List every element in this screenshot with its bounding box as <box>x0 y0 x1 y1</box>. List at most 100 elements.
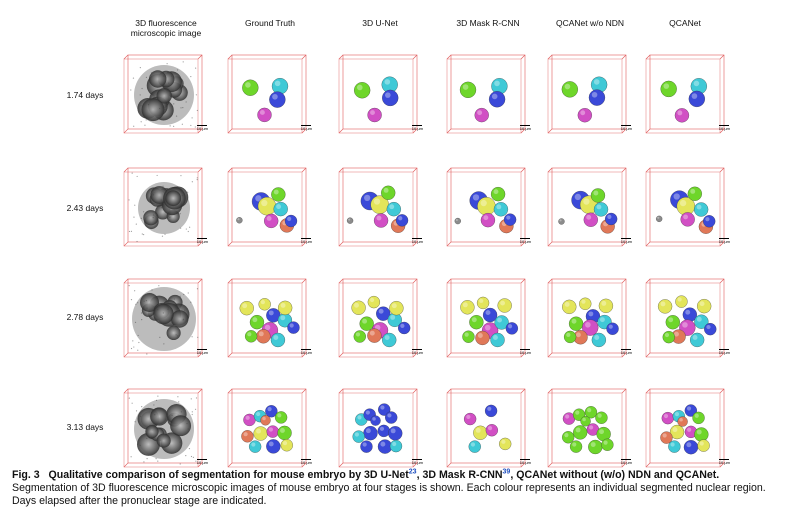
nucleus-yellow <box>477 297 489 309</box>
scale-bar: 10 µm <box>412 125 423 131</box>
nucleus-gray <box>455 218 461 224</box>
column-header-4: QCANet w/o NDN <box>535 18 645 28</box>
scale-bar: 10 µm <box>301 459 312 465</box>
nucleus-yellow <box>675 296 687 308</box>
nucleus-blue <box>287 322 299 334</box>
nucleus-yellow <box>698 440 710 452</box>
nucleus-green <box>581 416 591 426</box>
nucleus-blue <box>605 213 617 225</box>
nucleus-cyan <box>271 333 285 347</box>
nucleus-blue <box>371 416 381 426</box>
panel-r3-c0: 10 µm <box>116 381 214 473</box>
nucleus-green <box>462 331 474 343</box>
panel-r1-c2: 10 µm <box>331 160 429 252</box>
nucleus-cyan <box>594 202 608 216</box>
caption-title-3: , QCANet without (w/o) NDN and QCANet. <box>510 469 719 481</box>
nucleus-cyan <box>592 333 606 347</box>
panel-r2-c5: 10 µm <box>638 271 736 363</box>
nucleus-magenta <box>257 108 271 122</box>
nucleus-yellow <box>368 296 380 308</box>
nucleus-orange <box>241 430 253 442</box>
nucleus-magenta <box>374 214 388 228</box>
nucleus-cyan <box>272 78 288 94</box>
nucleus-orange <box>367 329 381 343</box>
nucleus-green <box>242 80 258 96</box>
nucleus-green <box>570 441 582 453</box>
nucleus-blue <box>607 323 619 335</box>
nucleus-yellow <box>240 301 254 315</box>
nucleus-green <box>469 315 483 329</box>
nucleus-blue <box>396 214 408 226</box>
nucleus-magenta <box>475 108 489 122</box>
nucleus-yellow <box>278 301 292 315</box>
panel-r1-c0: 10 µm <box>116 160 214 252</box>
nucleus-cyan <box>694 202 708 216</box>
nucleus-green <box>354 82 370 98</box>
nucleus-green <box>562 81 578 97</box>
nucleus-yellow <box>259 298 271 310</box>
nucleus-magenta <box>662 412 674 424</box>
nucleus-blue <box>689 91 705 107</box>
panel-r3-c4: 10 µm <box>540 381 638 473</box>
nucleus-green <box>591 188 605 202</box>
scale-bar: 10 µm <box>301 349 312 355</box>
panel-r2-c2: 10 µm <box>331 271 429 363</box>
scale-bar: 10 µm <box>412 238 423 244</box>
nucleus-orange <box>261 415 271 425</box>
nucleus-green <box>661 81 677 97</box>
nucleus-blue <box>363 426 377 440</box>
scale-bar: 10 µm <box>621 125 632 131</box>
nucleus-green <box>601 439 613 451</box>
nucleus-green <box>245 330 257 342</box>
nucleus-cyan <box>469 441 481 453</box>
scale-bar: 10 µm <box>197 459 208 465</box>
caption-title-2: , 3D Mask R-CNN <box>417 469 503 481</box>
scale-bar: 10 µm <box>197 125 208 131</box>
panel-r0-c3: 10 µm <box>439 47 537 139</box>
scale-bar: 10 µm <box>621 238 632 244</box>
nucleus-blue <box>285 215 297 227</box>
nucleus-blue <box>385 412 397 424</box>
caption-body: Segmentation of 3D fluorescence microsco… <box>12 482 766 507</box>
nucleus-cyan <box>690 333 704 347</box>
scale-bar: 10 µm <box>719 349 730 355</box>
scale-bar: 10 µm <box>621 459 632 465</box>
nucleus-green <box>693 412 705 424</box>
nucleus-blue <box>504 214 516 226</box>
nucleus-magenta <box>675 108 689 122</box>
nucleus-gray <box>347 218 353 224</box>
figure-label: Fig. 3 <box>12 469 40 481</box>
nucleus-green <box>666 315 680 329</box>
nucleus-yellow <box>281 439 293 451</box>
nucleus-orange <box>678 417 688 427</box>
nucleus-magenta <box>267 426 279 438</box>
scale-bar: 10 µm <box>301 125 312 131</box>
nucleus-blue <box>684 440 698 454</box>
panel-r0-c4: 10 µm <box>540 47 638 139</box>
figure-caption: Fig. 3 Qualitative comparison of segment… <box>12 469 784 508</box>
scale-bar: 10 µm <box>412 459 423 465</box>
scale-bar: 10 µm <box>520 349 531 355</box>
nucleus-blue <box>266 439 280 453</box>
scale-bar: 10 µm <box>719 125 730 131</box>
nucleus-yellow <box>579 298 591 310</box>
nucleus-yellow <box>389 301 403 315</box>
reference-23[interactable]: 23 <box>409 468 417 475</box>
nucleus-cyan <box>353 431 365 443</box>
column-header-5: QCANet <box>630 18 740 28</box>
nucleus-green <box>569 317 583 331</box>
nucleus-green <box>278 426 292 440</box>
nucleus-cyan <box>668 441 680 453</box>
nucleus-cyan <box>382 333 396 347</box>
scale-bar: 10 µm <box>621 349 632 355</box>
nucleus-magenta <box>264 214 278 228</box>
nucleus-blue <box>398 322 410 334</box>
nucleus-green <box>275 411 287 423</box>
column-header-2: 3D U-Net <box>325 18 435 28</box>
nucleus-cyan <box>390 440 402 452</box>
scale-bar: 10 µm <box>719 238 730 244</box>
nucleus-cyan <box>274 202 288 216</box>
row-label-1: 2.43 days <box>60 203 110 213</box>
panel-r2-c4: 10 µm <box>540 271 638 363</box>
column-header-0: 3D fluorescence microscopic image <box>111 18 221 38</box>
